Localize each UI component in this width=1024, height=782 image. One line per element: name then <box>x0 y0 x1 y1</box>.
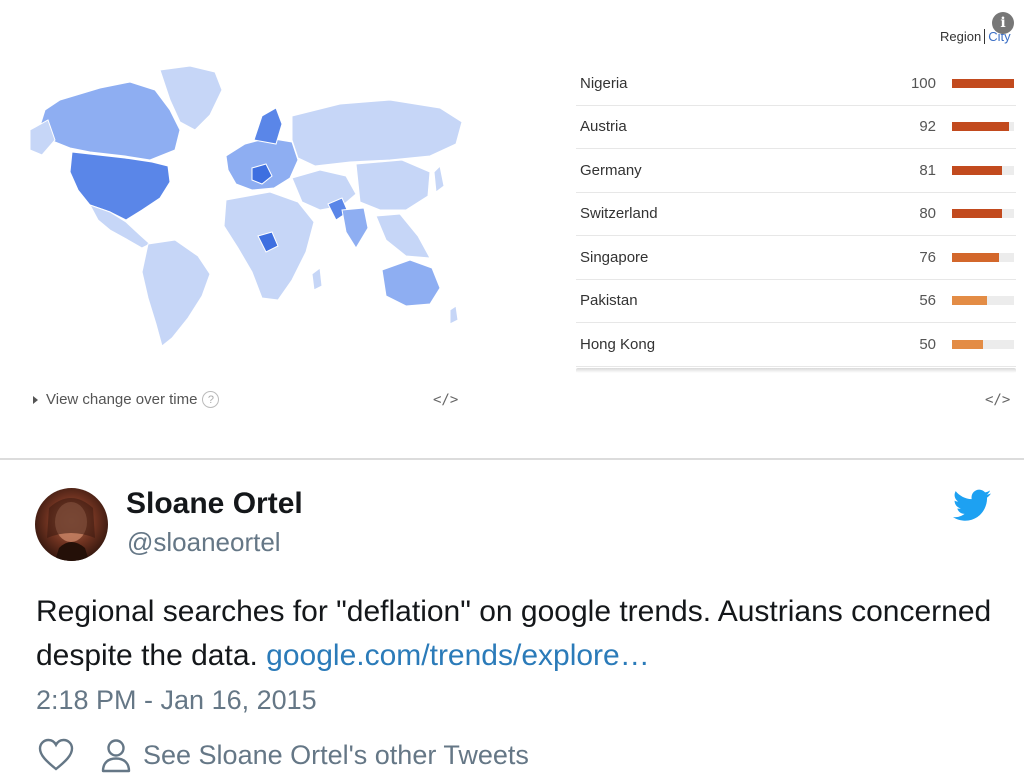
region-name: Singapore <box>580 248 649 266</box>
avatar-image <box>35 488 108 561</box>
region-name: Hong Kong <box>580 335 656 353</box>
tweet-text: Regional searches for "deflation" on goo… <box>36 590 996 678</box>
region-value: 81 <box>919 161 936 179</box>
region-row[interactable]: Pakistan 56 <box>576 280 1016 323</box>
list-bottom-shadow <box>576 368 1016 373</box>
world-map-svg <box>30 65 463 347</box>
other-tweets-link[interactable]: See Sloane Ortel's other Tweets <box>143 740 529 770</box>
region-bar <box>952 339 1014 349</box>
region-value: 50 <box>919 335 936 353</box>
region-name: Pakistan <box>580 292 638 310</box>
toggle-separator <box>984 29 986 44</box>
region-bar <box>952 78 1014 88</box>
region-row[interactable]: Nigeria 100 <box>576 62 1016 106</box>
region-row[interactable]: Hong Kong 50 <box>576 323 1016 367</box>
region-bar-fill <box>952 122 1010 132</box>
region-name: Switzerland <box>580 205 658 223</box>
region-value: 76 <box>919 248 936 266</box>
author-name[interactable]: Sloane Ortel <box>126 487 303 520</box>
tweet-body: Regional searches for "deflation" on goo… <box>36 595 992 672</box>
tweet-timestamp[interactable]: 2:18 PM - Jan 16, 2015 <box>36 685 317 715</box>
world-map[interactable] <box>30 60 468 350</box>
region-row[interactable]: Germany 81 <box>576 149 1016 193</box>
expand-triangle-icon <box>33 395 38 404</box>
region-bar-fill <box>952 296 987 306</box>
trends-embed: View change over time ? </> Region City i… <box>30 12 1016 408</box>
region-name: Austria <box>580 118 627 136</box>
embed-divider <box>0 458 1024 460</box>
region-bar <box>952 252 1014 262</box>
view-change-over-time-link[interactable]: View change over time ? <box>33 391 220 408</box>
tweet-link[interactable]: google.com/trends/explore… <box>266 639 650 672</box>
author-handle[interactable]: @sloaneortel <box>127 527 281 557</box>
region-value: 80 <box>919 205 936 223</box>
view-change-label: View change over time <box>46 391 198 408</box>
region-list: Nigeria 100 Austria 92 Germany 81 Switzerland 8… <box>576 62 1016 367</box>
twitter-bird-icon[interactable] <box>953 489 991 522</box>
region-toggle[interactable]: Region <box>940 29 982 44</box>
region-city-toggle: Region City <box>940 29 1011 44</box>
region-bar-fill <box>952 209 1002 219</box>
region-bar-fill <box>952 339 983 349</box>
person-icon[interactable] <box>101 737 131 773</box>
region-bar-fill <box>952 165 1003 175</box>
region-bar <box>952 122 1014 132</box>
heart-icon[interactable] <box>38 738 74 772</box>
region-bar <box>952 209 1014 219</box>
embed-map-icon[interactable]: </> <box>433 392 459 408</box>
region-value: 100 <box>910 74 936 92</box>
region-name: Nigeria <box>580 74 628 92</box>
region-row[interactable]: Singapore 76 <box>576 236 1016 280</box>
avatar[interactable] <box>35 488 108 561</box>
region-value: 92 <box>919 118 936 136</box>
region-row[interactable]: Switzerland 80 <box>576 193 1016 236</box>
help-icon[interactable]: ? <box>202 391 220 408</box>
region-value: 56 <box>919 292 936 310</box>
embed-list-icon[interactable]: </> <box>985 392 1011 408</box>
info-icon[interactable]: i <box>992 12 1014 34</box>
region-name: Germany <box>580 161 642 179</box>
region-bar-fill <box>952 78 1014 88</box>
region-bar <box>952 296 1014 306</box>
region-bar-fill <box>952 252 1000 262</box>
region-bar <box>952 165 1014 175</box>
region-row[interactable]: Austria 92 <box>576 106 1016 149</box>
